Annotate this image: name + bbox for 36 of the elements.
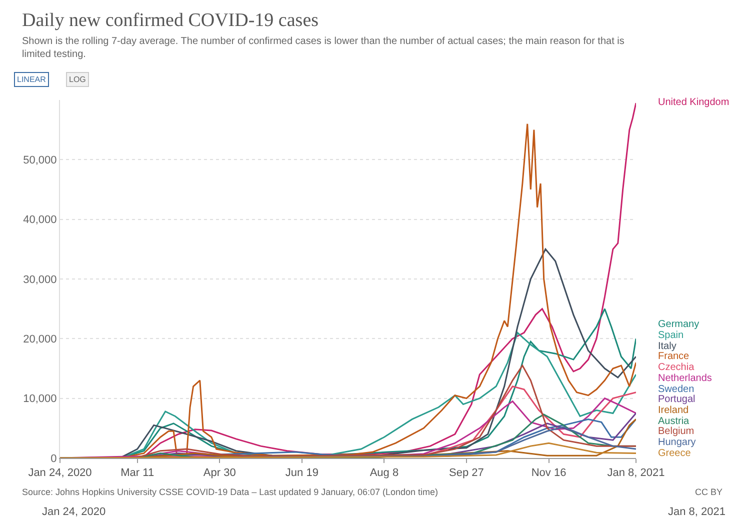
- chart-subtitle: Shown is the rolling 7-day average. The number of confirmed cases is lower than the number of actual cases; the main reason for that is limited testing.: [22, 36, 624, 60]
- text: Jan 8, 2021: [668, 506, 726, 518]
- text: Italy: [658, 341, 676, 352]
- x-tick-label: Jun 19: [285, 467, 318, 480]
- text: Ireland: [658, 405, 689, 416]
- y-tick-label: 10,000: [23, 393, 57, 406]
- x-tick-label: Jan 24, 2020: [28, 467, 92, 480]
- text: LOG: [69, 75, 86, 84]
- y-tick-label: 50,000: [23, 154, 57, 167]
- x-tick-label: Aug 8: [370, 467, 399, 480]
- text: Spain: [658, 330, 684, 341]
- x-tick-label: Sep 27: [449, 467, 484, 480]
- text: Hungary: [658, 437, 696, 448]
- text: France: [658, 351, 690, 362]
- x-tick-label: Jan 8, 2021: [607, 467, 665, 480]
- x-tick-label: Apr 30: [203, 467, 236, 480]
- text: CC BY: [695, 487, 723, 497]
- x-tick-label: Nov 16: [531, 467, 566, 480]
- text: Greece: [658, 448, 692, 459]
- text: Sweden: [658, 384, 694, 395]
- text: Czechia: [658, 362, 695, 373]
- text: Jan 24, 2020: [42, 506, 106, 518]
- chart-title: Daily new confirmed COVID-19 cases: [22, 10, 319, 31]
- text: Belgium: [658, 426, 694, 437]
- text: LINEAR: [17, 75, 46, 84]
- y-tick-label: 30,000: [23, 274, 57, 286]
- y-tick-label: 40,000: [23, 214, 57, 226]
- text: Netherlands: [658, 373, 712, 384]
- text: Portugal: [658, 394, 696, 405]
- x-tick-label: Mar 11: [120, 467, 154, 480]
- y-tick-label: 20,000: [23, 334, 57, 346]
- text: Germany: [658, 319, 700, 330]
- source-note: Source: Johns Hopkins University CSSE COVID-19 Data – Last updated 9 January, 06:07 (London time): [22, 487, 438, 497]
- y-tick-label: 0: [50, 452, 57, 465]
- text: Austria: [658, 416, 690, 427]
- text: United Kingdom: [658, 97, 730, 108]
